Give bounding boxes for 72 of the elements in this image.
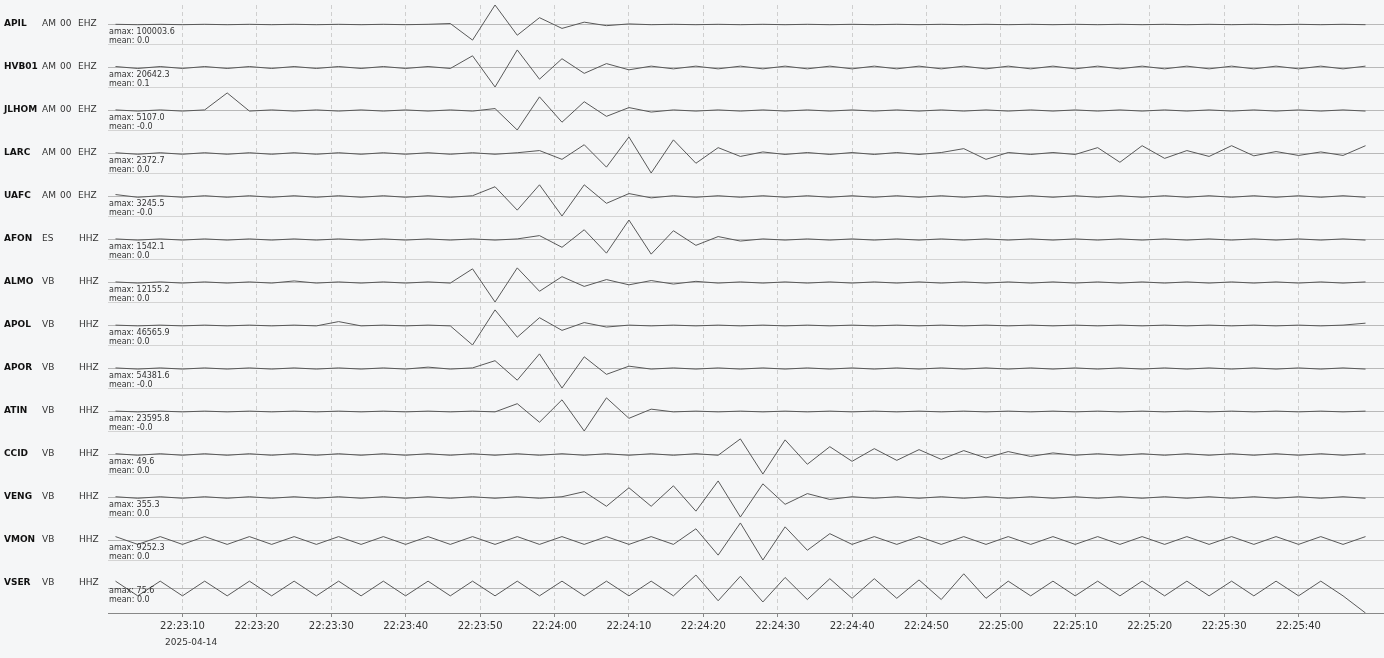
y-axis-title: HVB01: [4, 61, 38, 71]
x-tick-label: 22:24:00: [532, 619, 577, 631]
y-axis-title: VENG: [4, 491, 33, 501]
x-tick-label: 22:24:30: [755, 619, 801, 631]
annotation: amax: 46565.9: [109, 328, 170, 337]
text: VB HHZ: [42, 405, 99, 415]
x-tick-label: 22:23:20: [234, 619, 280, 631]
annotation: mean: 0.0: [109, 466, 151, 475]
annotation: mean: 0.0: [109, 509, 151, 518]
x-axis-title: 2025-04-14: [165, 637, 218, 647]
annotation: mean: 0.0: [109, 251, 151, 260]
annotation: amax: 23595.8: [109, 414, 170, 423]
text: VB HHZ: [42, 276, 99, 286]
annotation: amax: 5107.0: [109, 113, 165, 122]
text: AM 00 EHZ: [42, 61, 97, 71]
y-axis-title: VMON: [4, 534, 36, 544]
annotation: mean: 0.0: [109, 595, 151, 604]
annotation: mean: -0.0: [109, 208, 154, 217]
y-axis-title: APOL: [4, 319, 31, 329]
x-tick-label: 22:25:40: [1276, 619, 1321, 631]
x-tick-label: 22:25:00: [978, 619, 1024, 631]
annotation: mean: 0.0: [109, 552, 151, 561]
y-axis-title: APIL: [4, 18, 27, 28]
x-tick-label: 22:24:50: [904, 619, 949, 631]
y-axis-title: JLHOM: [4, 104, 38, 114]
x-tick-label: 22:25:20: [1127, 619, 1173, 631]
annotation: mean: -0.0: [109, 380, 154, 389]
text: AM 00 EHZ: [42, 147, 97, 157]
annotation: amax: 20642.3: [109, 70, 170, 79]
annotation: amax: 49.6: [109, 457, 155, 466]
x-tick-label: 22:23:30: [308, 619, 354, 631]
annotation: mean: 0.0: [109, 165, 151, 174]
annotation: mean: -0.0: [109, 423, 154, 432]
annotation: mean: 0.0: [109, 36, 151, 45]
annotation: mean: -0.0: [109, 122, 154, 131]
annotation: amax: 1542.1: [109, 242, 165, 251]
y-axis-title: UAFC: [4, 190, 31, 200]
text: ES HHZ: [42, 233, 99, 243]
y-axis-title: APOR: [4, 362, 33, 372]
annotation: mean: 0.0: [109, 337, 151, 346]
x-tick-label: 22:25:30: [1201, 619, 1247, 631]
y-axis-title: ATIN: [4, 405, 28, 415]
y-axis-title: AFON: [4, 233, 33, 243]
x-tick-label: 22:25:10: [1052, 619, 1098, 631]
annotation: amax: 355.3: [109, 500, 160, 509]
text: VB HHZ: [42, 448, 99, 458]
x-tick-label: 22:23:50: [457, 619, 503, 631]
annotation: amax: 3245.5: [109, 199, 165, 208]
y-axis-title: VSER: [4, 577, 31, 587]
x-tick-label: 22:24:40: [829, 619, 875, 631]
y-axis-title: ALMO: [4, 276, 34, 286]
annotation: amax: 54381.6: [109, 371, 170, 380]
x-tick-label: 22:23:40: [383, 619, 429, 631]
y-axis-title: LARC: [4, 147, 31, 157]
annotation: amax: 12155.2: [109, 285, 170, 294]
annotation: amax: 2372.7: [109, 156, 165, 165]
x-tick-label: 22:24:20: [680, 619, 726, 631]
text: AM 00 EHZ: [42, 104, 97, 114]
text: VB HHZ: [42, 491, 99, 501]
text: VB HHZ: [42, 534, 99, 544]
text: VB HHZ: [42, 319, 99, 329]
text: AM 00 EHZ: [42, 190, 97, 200]
text: VB HHZ: [42, 362, 99, 372]
annotation: amax: 9252.3: [109, 543, 165, 552]
annotation: mean: 0.0: [109, 294, 151, 303]
x-tick-label: 22:23:10: [160, 619, 205, 631]
text: AM 00 EHZ: [42, 18, 97, 28]
x-tick-label: 22:24:10: [606, 619, 652, 631]
annotation: mean: 0.1: [109, 79, 151, 88]
text: VB HHZ: [42, 577, 99, 587]
annotation: amax: 100003.6: [109, 27, 175, 36]
y-axis-title: CCID: [4, 448, 29, 458]
